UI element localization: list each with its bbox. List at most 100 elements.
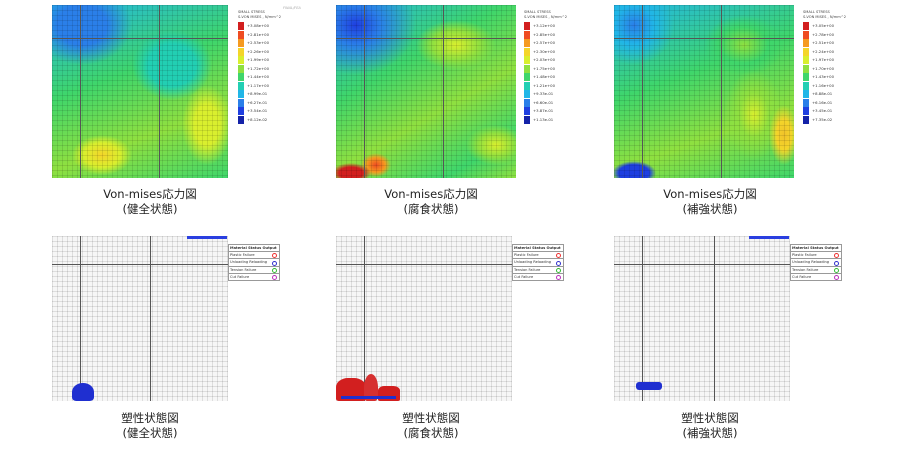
material-status-row: Unloading Reloading bbox=[790, 258, 842, 267]
legend-swatch bbox=[803, 107, 809, 115]
legend-swatch bbox=[238, 107, 244, 115]
legend-swatch bbox=[803, 30, 809, 39]
legend-title: SMALL STRESS bbox=[238, 10, 265, 14]
status-marker-icon bbox=[834, 253, 839, 259]
legend-tick: +1.75e+00 bbox=[533, 65, 555, 71]
stress-legend: SMALL STRESS S-VON MISES , N/mm^2 +3.08e+… bbox=[238, 10, 293, 125]
legend-swatch bbox=[803, 73, 809, 81]
legend-tick: +1.21e+00 bbox=[533, 82, 555, 88]
legend-tick: +7.35e-02 bbox=[812, 116, 833, 122]
material-status-header: Material Status Output bbox=[512, 243, 564, 253]
material-status-row: Plastic Failure bbox=[512, 251, 564, 260]
legend-tick: +2.03e+00 bbox=[533, 57, 555, 62]
legend-swatch bbox=[238, 115, 244, 124]
legend-swatch bbox=[238, 64, 244, 73]
caption-title: Von-mises応力図 bbox=[663, 187, 757, 201]
legend-entry: +1.16e+00 bbox=[803, 81, 863, 90]
material-status-header: Material Status Output bbox=[228, 243, 280, 253]
legend-swatch bbox=[524, 107, 530, 115]
legend-swatch bbox=[238, 22, 244, 30]
legend-swatch bbox=[803, 39, 809, 47]
caption: 塑性状態図 (健全状態) bbox=[60, 411, 240, 441]
status-marker-icon bbox=[556, 253, 561, 259]
legend-subtitle: S-VON MISES , N/mm^2 bbox=[803, 14, 847, 19]
stress-contour-plot bbox=[336, 5, 516, 178]
legend-tick: +8.12e-02 bbox=[247, 116, 268, 122]
material-status-grid: Material Status Output Plastic Failure Unl… bbox=[790, 243, 842, 281]
status-marker-icon bbox=[834, 260, 839, 266]
legend-entry: +7.35e-02 bbox=[803, 115, 863, 124]
legend-tick: +1.16e+00 bbox=[812, 82, 834, 88]
plastic-zone bbox=[336, 378, 366, 401]
material-status-grid: Material Status Output Plastic Failure Unl… bbox=[228, 243, 280, 281]
legend-swatch bbox=[238, 73, 244, 81]
legend-entry: +2.81e+00 bbox=[238, 30, 298, 39]
legend-entry: +6.27e-01 bbox=[238, 98, 298, 107]
legend-tick: +2.78e+00 bbox=[812, 31, 834, 37]
legend-swatch bbox=[524, 56, 530, 64]
legend-entry: +1.97e+00 bbox=[803, 56, 863, 64]
brand-mark: FINAL/FEA bbox=[283, 6, 301, 10]
legend-entry: +1.44e+00 bbox=[238, 73, 298, 81]
material-status-row: Tension Failure bbox=[790, 265, 842, 274]
plastic-state-plot bbox=[52, 236, 228, 401]
legend-title: SMALL STRESS bbox=[803, 10, 830, 14]
legend-entry: +6.16e-01 bbox=[803, 98, 863, 107]
material-status-row: Tension Failure bbox=[228, 265, 280, 274]
legend-tick: +1.13e-01 bbox=[533, 116, 554, 122]
legend-entry: +2.24e+00 bbox=[803, 47, 863, 56]
caption: 塑性状態図 (腐食状態) bbox=[341, 411, 521, 441]
legend-subtitle: S-VON MISES , N/mm^2 bbox=[238, 14, 282, 19]
legend-swatch bbox=[803, 56, 809, 64]
legend-subtitle: S-VON MISES , N/mm^2 bbox=[524, 14, 568, 19]
legend-swatch bbox=[524, 98, 530, 107]
status-marker-icon bbox=[556, 267, 561, 273]
legend-swatch bbox=[803, 115, 809, 124]
material-status-row: Cut Failure bbox=[790, 272, 842, 281]
legend-tick: +8.99e-01 bbox=[247, 91, 268, 96]
stress-contour-plot bbox=[52, 5, 228, 178]
status-marker-icon bbox=[834, 267, 839, 273]
legend-entry: +3.54e-01 bbox=[238, 107, 298, 115]
legend-swatch bbox=[524, 64, 530, 73]
status-marker-icon bbox=[272, 274, 277, 280]
caption-state: (健全状態) bbox=[122, 202, 178, 216]
legend-swatch bbox=[803, 47, 809, 56]
legend-tick: +1.43e+00 bbox=[812, 74, 834, 79]
legend-entry: +8.88e-01 bbox=[803, 90, 863, 98]
material-status-row: Tension Failure bbox=[512, 265, 564, 274]
legend-tick: +2.53e+00 bbox=[247, 40, 269, 45]
legend-tick: +8.88e-01 bbox=[812, 91, 833, 96]
plastic-zone bbox=[636, 382, 662, 390]
legend-entry: +1.43e+00 bbox=[803, 73, 863, 81]
legend-swatch bbox=[238, 81, 244, 90]
legend-tick: +1.44e+00 bbox=[247, 74, 269, 79]
caption-state: (補強状態) bbox=[682, 202, 738, 216]
legend-entry: +2.78e+00 bbox=[803, 30, 863, 39]
plastic-state-plot bbox=[614, 236, 790, 401]
caption-title: 塑性状態図 bbox=[402, 411, 460, 425]
legend-tick: +6.27e-01 bbox=[247, 99, 268, 105]
legend-swatch bbox=[238, 56, 244, 64]
caption: Von-mises応力図 (腐食状態) bbox=[341, 187, 521, 217]
legend-swatch bbox=[238, 39, 244, 47]
legend-entry: +2.85e+00 bbox=[524, 30, 584, 39]
material-status-row: Cut Failure bbox=[512, 272, 564, 281]
legend-swatch bbox=[524, 39, 530, 47]
caption-title: 塑性状態図 bbox=[681, 411, 739, 425]
legend-swatch bbox=[803, 81, 809, 90]
legend-swatch bbox=[238, 98, 244, 107]
legend-swatch bbox=[524, 90, 530, 98]
status-marker-icon bbox=[272, 260, 277, 266]
legend-swatch bbox=[803, 64, 809, 73]
legend-entry: +1.72e+00 bbox=[238, 64, 298, 73]
legend-swatch bbox=[524, 73, 530, 81]
legend-entry: +1.99e+00 bbox=[238, 56, 298, 64]
legend-tick: +6.16e-01 bbox=[812, 99, 833, 105]
plastic-zone bbox=[364, 374, 378, 401]
legend-entry: +3.45e-01 bbox=[803, 107, 863, 115]
caption: Von-mises応力図 (健全状態) bbox=[60, 187, 240, 217]
caption-state: (補強状態) bbox=[682, 426, 738, 440]
legend-entry: +1.70e+00 bbox=[803, 64, 863, 73]
caption-state: (腐食状態) bbox=[403, 426, 459, 440]
